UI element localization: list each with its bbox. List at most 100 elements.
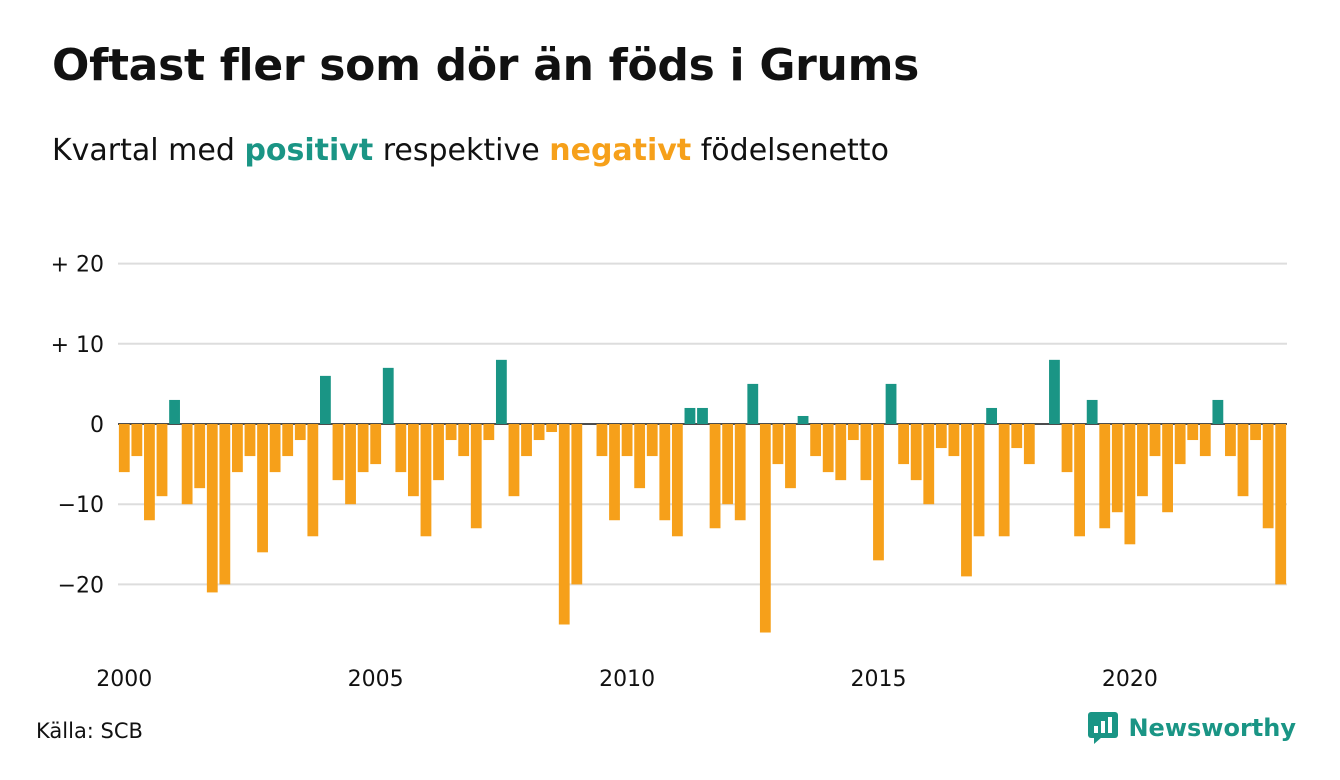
- bar: [194, 424, 206, 489]
- bar: [433, 424, 444, 481]
- y-tick-label: −10: [58, 493, 104, 518]
- bar: [395, 424, 407, 473]
- bar: [898, 424, 910, 465]
- bar: [772, 424, 784, 465]
- bars: [118, 359, 1287, 633]
- bar: [697, 407, 708, 424]
- y-tick-label: + 20: [51, 253, 104, 278]
- bar: [332, 424, 344, 481]
- bar: [470, 424, 482, 529]
- bar: [1111, 424, 1123, 513]
- bar: [923, 424, 935, 505]
- bar: [1174, 424, 1186, 465]
- bar: [345, 424, 356, 505]
- bar: [1275, 424, 1287, 585]
- bar: [1212, 399, 1224, 424]
- bar: [646, 424, 658, 457]
- bar: [961, 424, 972, 577]
- bar: [1049, 359, 1060, 424]
- bar: [483, 424, 495, 441]
- bar: [495, 359, 507, 424]
- bar: [860, 424, 872, 481]
- bar: [948, 424, 960, 457]
- bar: [722, 424, 734, 505]
- y-tick-label: −20: [58, 573, 104, 598]
- bar: [935, 424, 947, 449]
- bar: [294, 424, 306, 441]
- bar: [508, 424, 520, 497]
- bar: [533, 424, 545, 441]
- bar: [206, 424, 218, 593]
- bar: [734, 424, 746, 521]
- bar: [1225, 424, 1236, 457]
- y-tick-label: + 10: [51, 333, 104, 358]
- bar: [382, 367, 394, 424]
- bar: [181, 424, 193, 505]
- bar: [1149, 424, 1161, 457]
- bar: [1137, 424, 1148, 497]
- bar: [144, 424, 155, 521]
- x-tick-label: 2005: [348, 667, 404, 692]
- bar: [232, 424, 243, 473]
- bar: [810, 424, 822, 457]
- bar: [1250, 424, 1261, 441]
- bar: [445, 424, 457, 441]
- bar: [1023, 424, 1035, 465]
- bar: [558, 424, 570, 625]
- bar: [521, 424, 532, 457]
- bar: [1162, 424, 1173, 513]
- bar: [1199, 424, 1211, 457]
- bar: [1237, 424, 1249, 497]
- bar: [709, 424, 721, 529]
- x-tick-label: 2010: [599, 667, 655, 692]
- bar: [1074, 424, 1085, 537]
- bar: [156, 424, 168, 497]
- bar: [1124, 424, 1136, 545]
- bar: [998, 424, 1010, 537]
- bar: [131, 424, 143, 457]
- bar: [596, 424, 608, 457]
- bar: [885, 383, 897, 424]
- bar: [320, 375, 331, 424]
- chart-subtitle: Kvartal med positivt respektive negativt…: [52, 133, 889, 168]
- newsworthy-logo-icon: [1088, 712, 1119, 744]
- x-tick-label: 2015: [850, 667, 906, 692]
- bar: [659, 424, 671, 521]
- subtitle-text-start: Kvartal med: [52, 133, 235, 168]
- subtitle-text-middle: respektive: [382, 133, 540, 168]
- bar: [759, 424, 771, 633]
- bar: [458, 424, 470, 457]
- x-tick-label: 2000: [96, 667, 152, 692]
- source-note: Källa: SCB: [36, 719, 143, 743]
- bar: [257, 424, 268, 553]
- bar: [1262, 424, 1274, 529]
- bar: [847, 424, 859, 441]
- bar: [835, 424, 847, 481]
- bar: [1099, 424, 1111, 529]
- bar: [571, 424, 583, 585]
- y-tick-label: 0: [90, 413, 104, 438]
- subtitle-positive: positivt: [244, 133, 374, 168]
- bar: [420, 424, 432, 537]
- bar: [118, 424, 130, 473]
- bar: [986, 407, 998, 424]
- bar: [671, 424, 683, 537]
- bar: [873, 424, 884, 561]
- bar: [1086, 399, 1098, 424]
- bar: [169, 399, 180, 424]
- bar: [407, 424, 419, 497]
- bar: [219, 424, 231, 585]
- bar: [546, 424, 558, 433]
- bar: [609, 424, 620, 521]
- brand-name: Newsworthy: [1128, 714, 1296, 742]
- newsworthy-brand[interactable]: Newsworthy: [1088, 712, 1296, 744]
- x-tick-label: 2020: [1102, 667, 1158, 692]
- bar: [1187, 424, 1199, 441]
- bar: [634, 424, 646, 489]
- bar: [370, 424, 382, 465]
- bar: [910, 424, 922, 481]
- bar: [621, 424, 633, 457]
- bar: [785, 424, 796, 489]
- bar: [269, 424, 281, 473]
